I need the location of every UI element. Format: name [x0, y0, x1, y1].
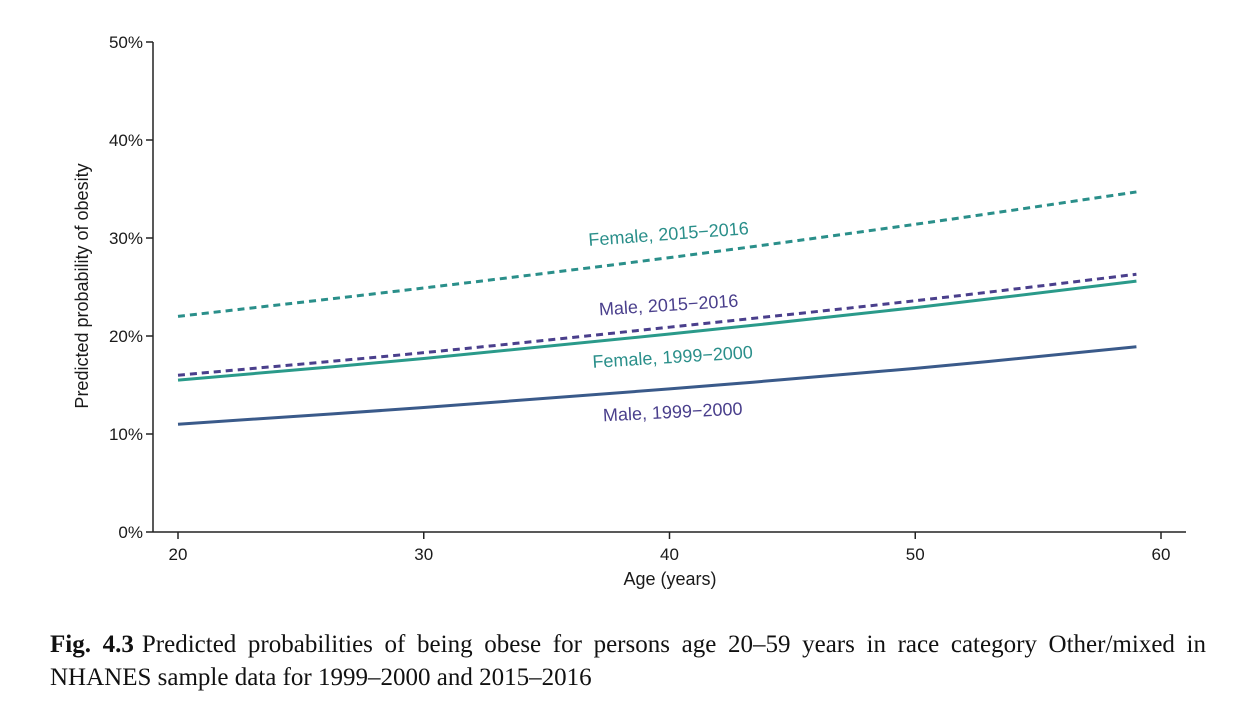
x-tick-label: 50	[906, 545, 925, 564]
y-axis-title: Predicted probability of obesity	[72, 163, 92, 408]
caption-text: Predicted probabilities of being obese f…	[50, 631, 1207, 691]
x-tick-label: 30	[414, 545, 433, 564]
axes: 0% 10% 20% 30% 40% 50% 20 30 40 50 60	[109, 33, 1186, 564]
series-layer	[177, 190, 1137, 426]
x-tick-label: 40	[660, 545, 679, 564]
series-label-2: Female, 1999−2000	[592, 342, 754, 372]
series-line-1	[177, 272, 1137, 377]
series-label-0: Female, 2015−2016	[588, 218, 750, 250]
x-axis-title: Age (years)	[623, 569, 716, 589]
series-label-1: Male, 2015−2016	[598, 291, 739, 320]
y-tick-label: 40%	[109, 131, 143, 150]
chart: 0% 10% 20% 30% 40% 50% 20 30 40 50 60 Female, 2015…	[72, 33, 1186, 589]
series-line-0	[177, 190, 1137, 318]
y-tick-label: 0%	[118, 523, 143, 542]
series-line-2	[177, 279, 1137, 382]
x-tick-label: 20	[169, 545, 188, 564]
y-tick-label: 50%	[109, 33, 143, 52]
y-tick-label: 10%	[109, 425, 143, 444]
caption-label: Fig. 4.3	[50, 631, 134, 658]
series-label-3: Male, 1999−2000	[602, 399, 742, 426]
y-tick-label: 30%	[109, 229, 143, 248]
figure-caption: Fig. 4.3 Predicted probabilities of being…	[50, 628, 1206, 694]
y-tick-label: 20%	[109, 327, 143, 346]
x-tick-label: 60	[1152, 545, 1171, 564]
series-line-3	[177, 345, 1137, 426]
